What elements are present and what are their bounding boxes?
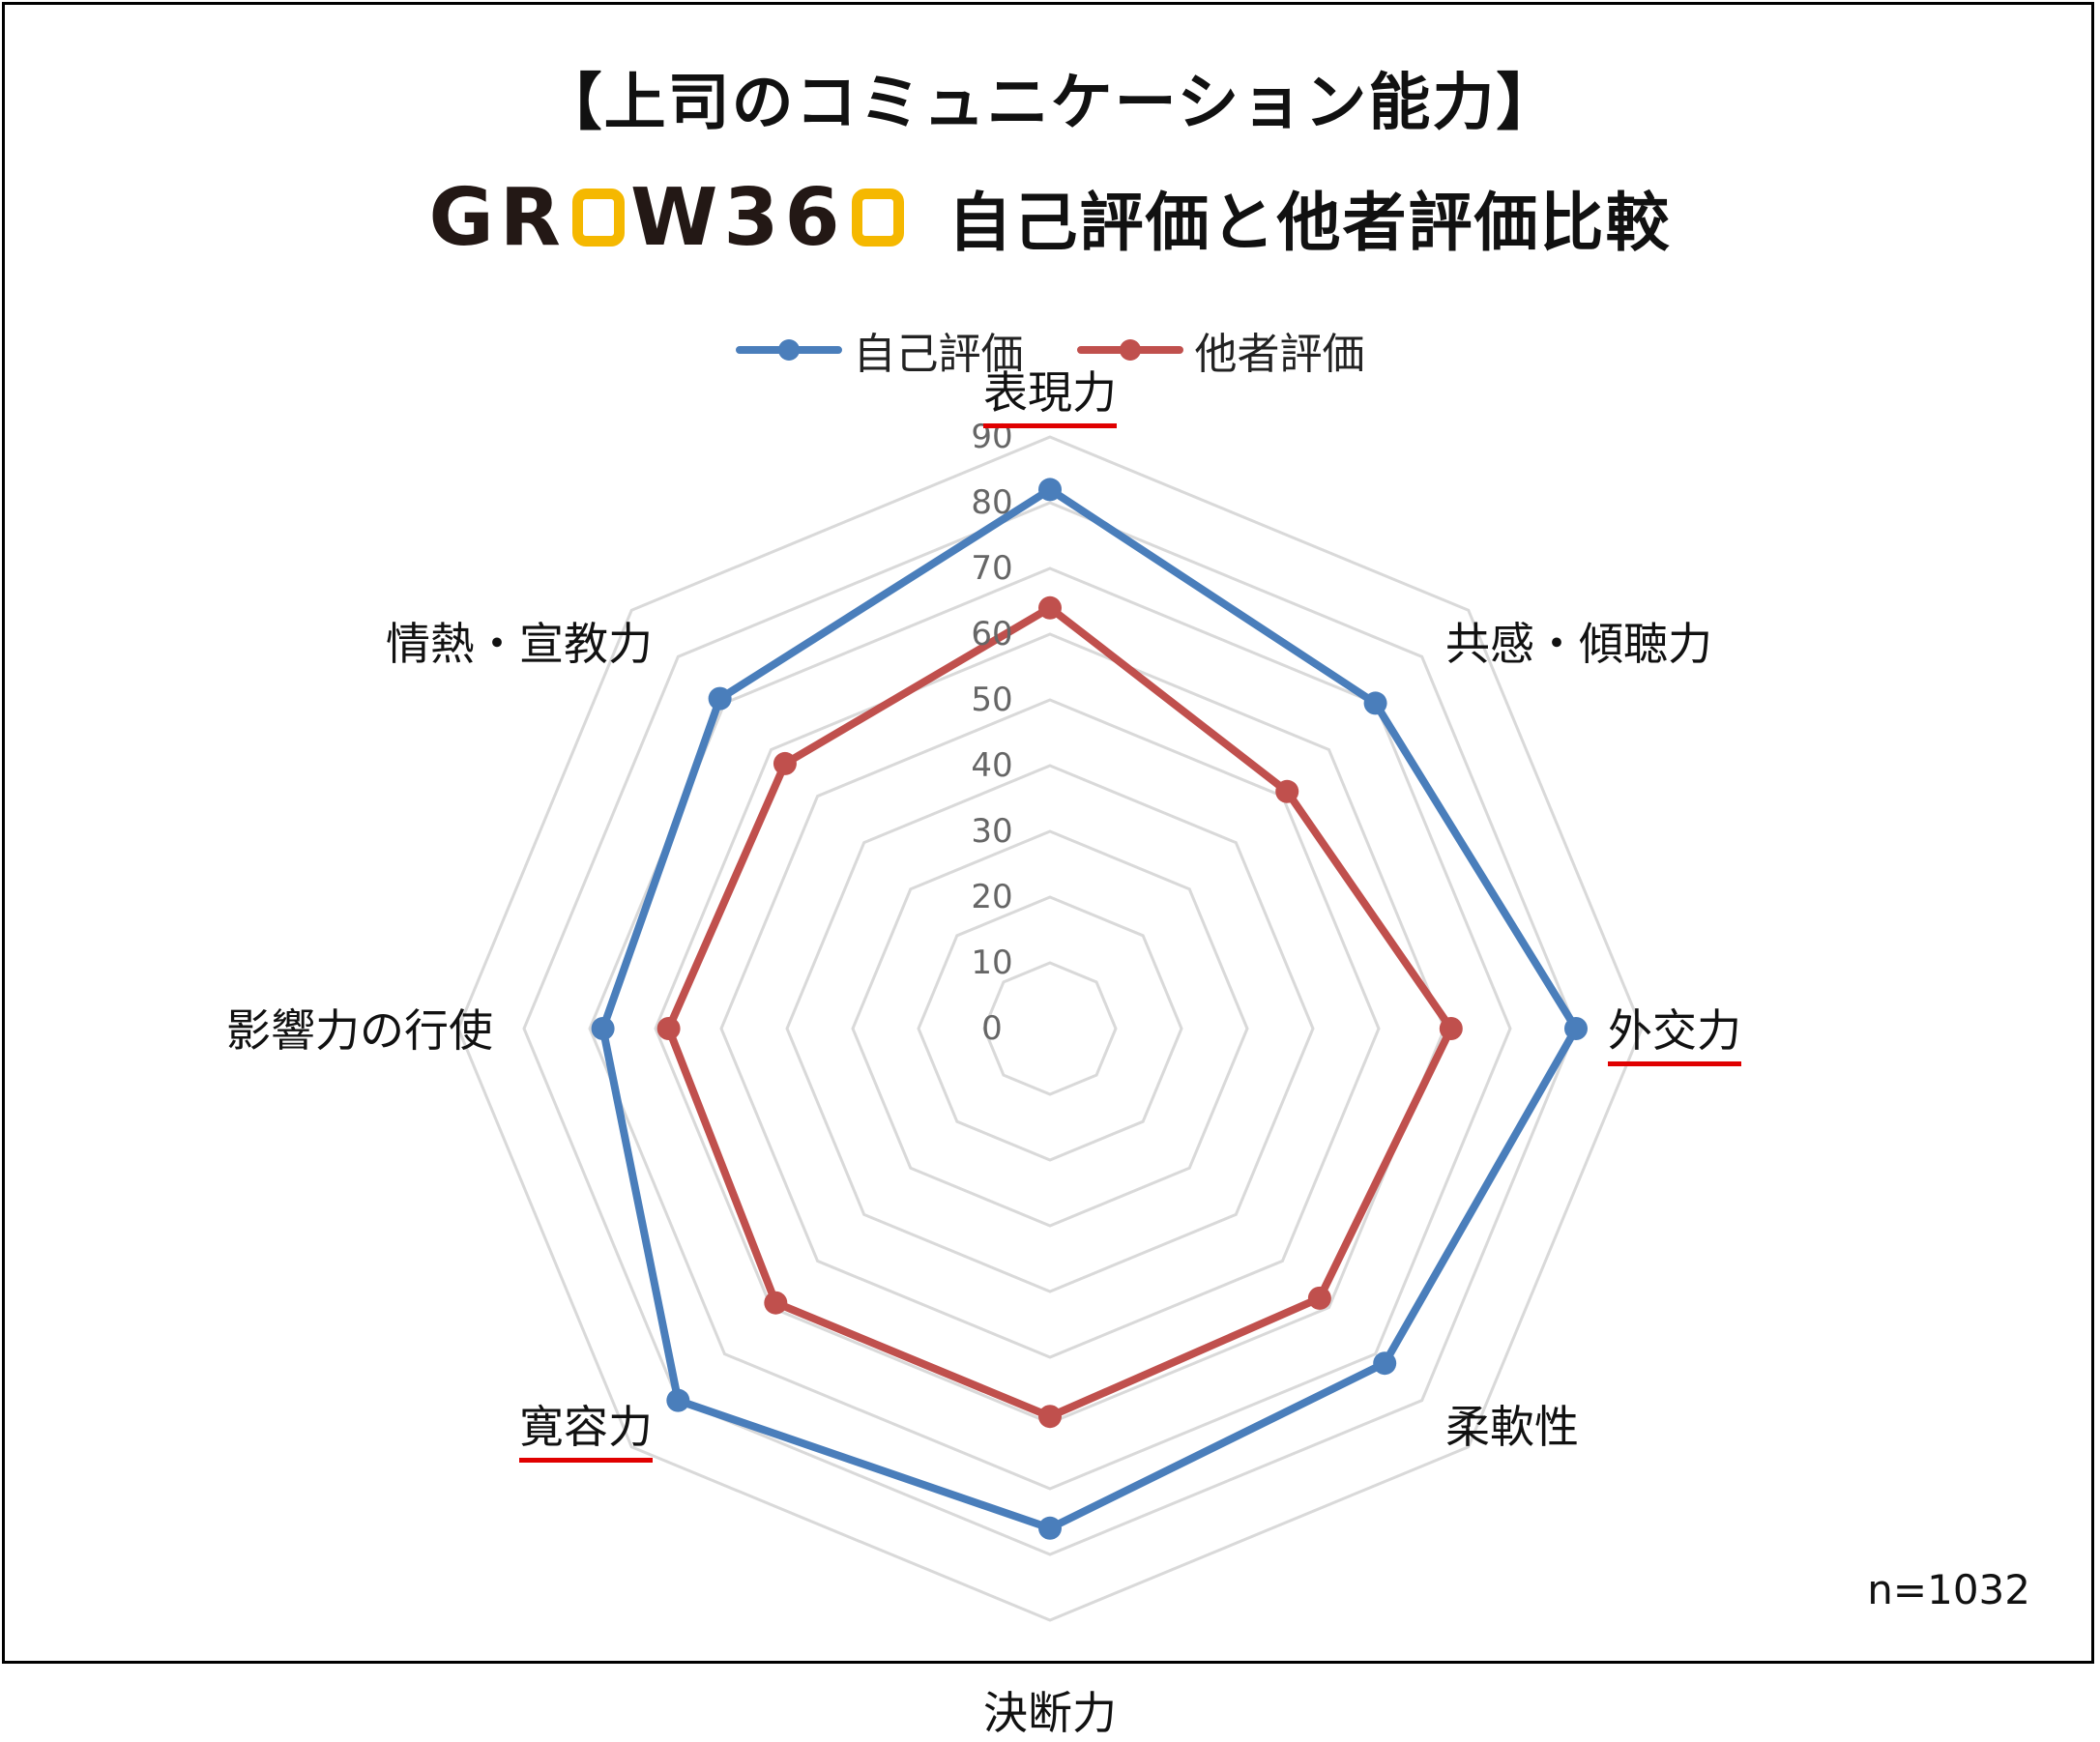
- data-point-s1-0: [1038, 595, 1062, 620]
- data-point-s1-1: [1275, 779, 1299, 803]
- data-point-s0-2: [1564, 1017, 1588, 1040]
- grid-ring-90: [456, 435, 1644, 1622]
- category-label-4: 決断力: [983, 1687, 1117, 1739]
- sample-size: n=1032: [1867, 1566, 2030, 1613]
- chart-title: 【上司のコミュニケーション能力】: [540, 68, 1560, 139]
- legend-line-others-icon: [1076, 339, 1183, 361]
- r-tick-label: 80: [971, 483, 1013, 522]
- category-label-2: 外交力: [1608, 996, 1741, 1066]
- grid-ring-50: [719, 698, 1381, 1359]
- data-point-s0-3: [1373, 1351, 1397, 1376]
- legend-line-self-icon: [735, 339, 842, 361]
- grid-ring-30: [851, 829, 1249, 1228]
- legend-item-others: 他者評価: [1076, 319, 1365, 381]
- grid-ring-10: [982, 961, 1118, 1096]
- grid-ring-80: [522, 501, 1578, 1556]
- r-tick-label: 40: [971, 746, 1013, 785]
- category-label-1: 共感・傾聴力: [1445, 618, 1712, 670]
- category-label-5: 寛容力: [519, 1392, 653, 1463]
- data-point-s1-7: [773, 751, 797, 775]
- category-label-3: 柔軟性: [1445, 1401, 1579, 1453]
- data-point-s1-3: [1307, 1286, 1331, 1310]
- category-label-6: 影響力の行使: [226, 1004, 493, 1057]
- data-point-s0-6: [591, 1017, 615, 1040]
- legend-item-self: 自己評価: [735, 319, 1024, 381]
- data-point-s0-5: [666, 1388, 690, 1412]
- chart-subtitle: GR W36 自己評価と他者評価比較: [0, 172, 2100, 264]
- data-point-s0-4: [1038, 1516, 1062, 1540]
- category-label-7: 情熱・宣教力: [386, 618, 653, 670]
- data-point-s1-4: [1038, 1405, 1062, 1429]
- grid-ring-40: [785, 764, 1315, 1293]
- radar-chart: [456, 435, 1644, 1622]
- r-tick-label: 10: [971, 944, 1013, 982]
- r-tick-label: 60: [971, 615, 1013, 653]
- logo-text-1: GR: [428, 171, 567, 264]
- r-tick-label: 70: [971, 549, 1013, 588]
- logo-text-2: W36: [629, 171, 846, 264]
- logo-ring-icon-2: [851, 189, 904, 247]
- data-point-s0-0: [1038, 478, 1062, 502]
- r-tick-label: 20: [971, 878, 1013, 916]
- data-point-s0-1: [1363, 691, 1387, 715]
- data-point-s0-7: [708, 686, 732, 711]
- grow360-logo: GR W36: [428, 172, 909, 264]
- data-point-s1-6: [656, 1017, 681, 1040]
- r-tick-label: 50: [971, 681, 1013, 719]
- legend-label-others: 他者評価: [1194, 330, 1365, 379]
- logo-ring-icon: [571, 189, 625, 247]
- legend: 自己評価 他者評価: [0, 319, 2100, 381]
- data-point-s1-5: [764, 1291, 788, 1315]
- grid-ring-20: [917, 895, 1183, 1162]
- category-label-0: 表現力: [983, 358, 1117, 428]
- data-point-s1-2: [1439, 1017, 1463, 1040]
- subtitle-text: 自己評価と他者評価比較: [948, 186, 1672, 260]
- r-tick-label: 0: [981, 1009, 1003, 1048]
- series-line-0: [598, 485, 1580, 1532]
- legend-label-self: 自己評価: [853, 330, 1024, 379]
- r-tick-label: 30: [971, 812, 1013, 851]
